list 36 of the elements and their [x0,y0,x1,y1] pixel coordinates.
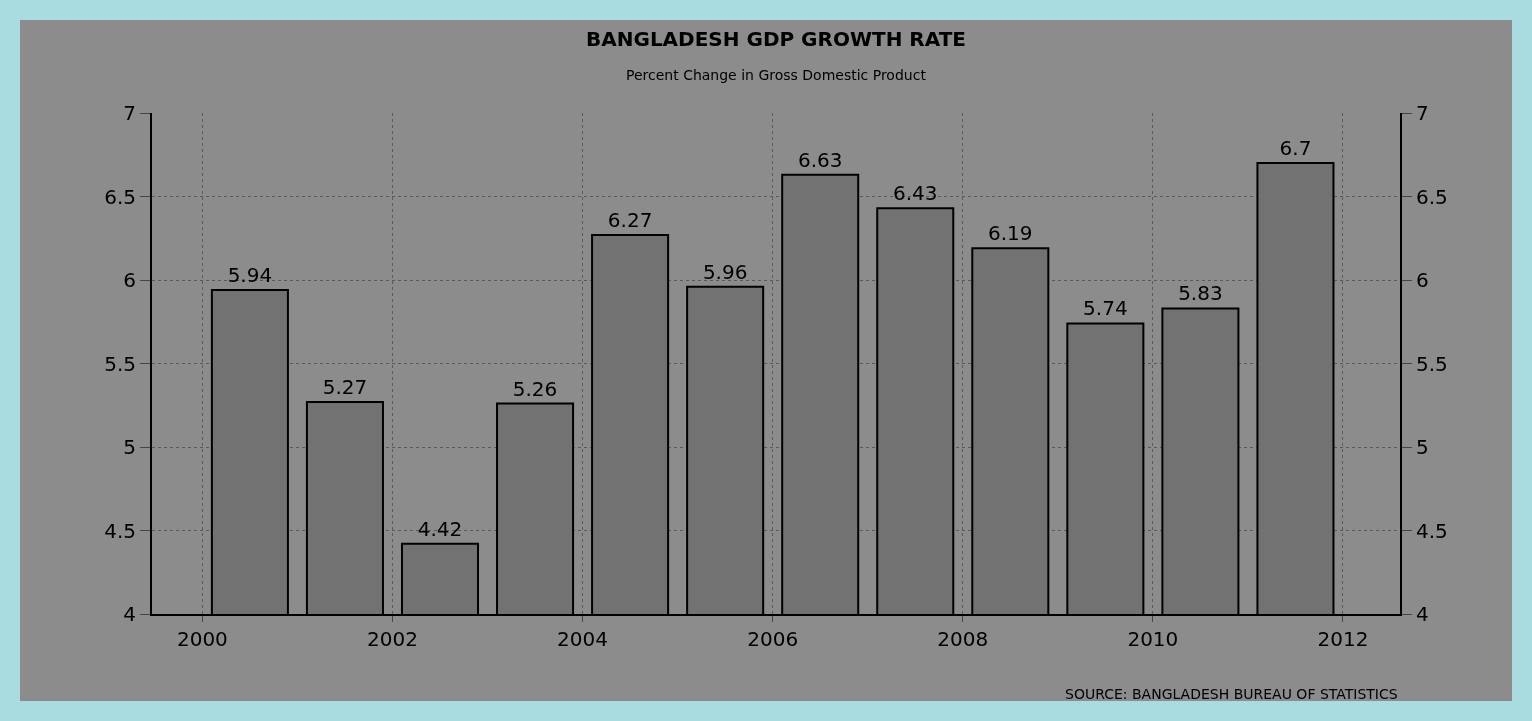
y2-tick-label: 6 [1416,268,1429,292]
data-label: 4.42 [417,516,463,541]
y2-tick-label: 4 [1416,602,1429,626]
data-label: 5.94 [227,263,273,288]
y-tick-label: 6 [123,268,136,292]
x-tick-label: 2010 [1127,627,1179,651]
data-label: 6.63 [797,147,843,172]
data-label: 5.74 [1083,296,1128,321]
x-tick-label: 2012 [1317,627,1369,651]
y2-tick-label: 5.5 [1416,351,1448,376]
data-label: 5.26 [512,376,558,401]
x-tick-label: 2006 [747,627,799,651]
y-tick-label: 4.5 [104,518,136,543]
y2-tick-label: 5 [1416,435,1429,459]
y-tick-label: 7 [123,101,136,125]
data-label: 5.83 [1178,281,1223,306]
y-tick-label: 5 [123,435,136,459]
x-tick-label: 2004 [557,627,609,651]
y-tick-label: 4 [123,602,136,626]
y2-tick-label: 6.5 [1416,184,1448,209]
data-label: 6.19 [988,221,1033,246]
data-label: 6.7 [1279,136,1312,161]
y-tick-label: 6.5 [104,184,136,209]
chart-subtitle: Percent Change in Gross Domestic Product [626,67,927,83]
x-tick-label: 2002 [367,627,418,651]
x-tick-label: 2000 [176,627,228,651]
data-label: 6.43 [892,181,938,206]
data-label: 5.96 [702,259,748,284]
data-label: 5.27 [322,374,368,399]
data-label: 6.27 [607,207,653,232]
source-note: SOURCE: BANGLADESH BUREAU OF STATISTICS [1065,686,1398,702]
y2-tick-label: 7 [1416,101,1429,125]
chart-title: BANGLADESH GDP GROWTH RATE [586,27,966,51]
x-tick-label: 2008 [937,627,989,651]
y2-tick-label: 4.5 [1416,518,1448,543]
y-tick-label: 5.5 [104,351,136,376]
